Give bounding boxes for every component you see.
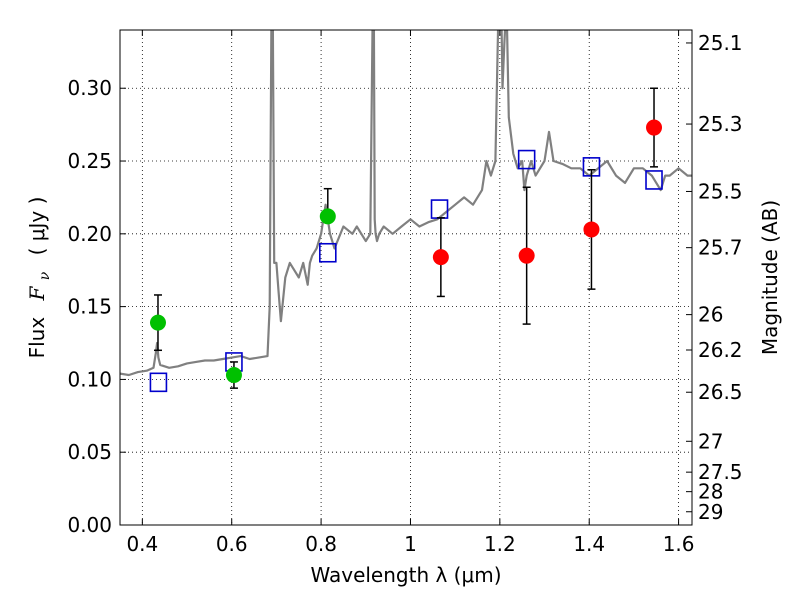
y2-tick-label: 25.1 <box>698 31 743 55</box>
x-tick-label: 1.6 <box>663 532 695 556</box>
y-tick-label: 0.05 <box>67 440 112 464</box>
observed-point <box>225 367 242 384</box>
y-axis-title-units: ( μJy ) <box>25 197 49 256</box>
x-axis-title: Wavelength λ (μm) <box>310 563 501 587</box>
data-points <box>149 87 663 393</box>
observed-point <box>646 119 663 136</box>
observed-point <box>149 314 166 331</box>
x-tick-label: 1.2 <box>484 532 516 556</box>
x-tick-label: 0.4 <box>126 532 158 556</box>
y2-tick-label: 25.3 <box>698 112 743 136</box>
y2-tick-label: 27.5 <box>698 460 743 484</box>
x-tick-label: 1.4 <box>573 532 605 556</box>
model-point-square <box>517 149 536 170</box>
observed-point <box>583 221 600 238</box>
model-point-square <box>149 372 168 393</box>
y2-tick-label: 26 <box>698 303 723 327</box>
observed-point <box>518 247 535 264</box>
spectrum-line <box>120 30 692 377</box>
observed-point <box>319 208 336 225</box>
y-tick-label: 0.15 <box>67 295 112 319</box>
x-tick-label: 1 <box>404 532 417 556</box>
y2-tick-label: 25.7 <box>698 236 743 260</box>
y-tick-label: 0.20 <box>67 222 112 246</box>
y-tick-label: 0.25 <box>67 149 112 173</box>
y-axis-title-prefix: Flux <box>25 317 49 359</box>
y2-tick-label: 26.2 <box>698 338 743 362</box>
y2-tick-label: 27 <box>698 429 723 453</box>
y2-tick-label: 26.5 <box>698 380 743 404</box>
model-point-square <box>318 242 337 263</box>
y-axis-title-subscript: ν <box>37 271 53 280</box>
axis-ticks: 0.4 0.6 0.8 1 1.2 1.4 1.6 0.00 0.05 0.10 0.15 0.20 0… <box>67 30 743 556</box>
y-tick-label: 0.30 <box>67 76 112 100</box>
y-axis-title: Flux F ν ( μJy ) <box>25 197 54 359</box>
x-tick-label: 0.6 <box>216 532 248 556</box>
y2-tick-label: 25.5 <box>698 179 743 203</box>
y2-tick-label: 28 <box>698 480 723 504</box>
model-point-square <box>430 199 449 219</box>
y2-axis-title: Magnitude (AB) <box>758 200 782 355</box>
model-spectrum <box>120 30 692 377</box>
y-axis-title-symbol: F <box>25 285 49 301</box>
x-tick-label: 0.8 <box>305 532 337 556</box>
model-point-square <box>645 170 663 190</box>
plot-frame <box>119 29 693 526</box>
y2-tick-label: 29 <box>698 500 723 524</box>
observed-point <box>432 249 449 266</box>
gridlines <box>120 30 692 526</box>
y-tick-label: 0.00 <box>67 513 112 537</box>
y-tick-label: 0.10 <box>67 367 112 391</box>
